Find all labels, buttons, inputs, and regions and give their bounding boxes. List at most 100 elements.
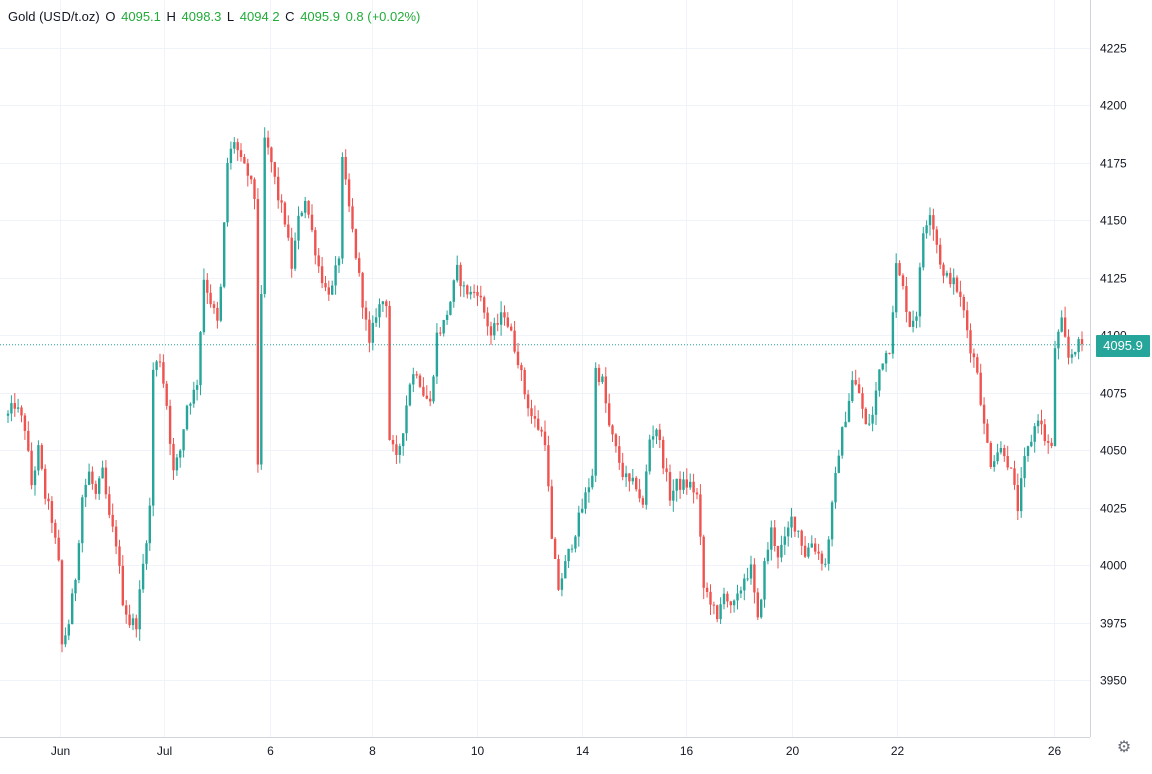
candle-body bbox=[631, 477, 634, 482]
candle-body bbox=[185, 405, 189, 430]
grid-layer bbox=[0, 0, 1090, 737]
candle-body bbox=[297, 215, 300, 241]
candle-body bbox=[736, 593, 739, 601]
candle-body bbox=[685, 479, 688, 488]
candle-body bbox=[425, 395, 428, 399]
candle-body bbox=[966, 310, 969, 331]
candle-body bbox=[486, 312, 489, 327]
candle-body bbox=[77, 543, 81, 580]
candle-body bbox=[790, 516, 793, 528]
candle-body bbox=[314, 230, 317, 256]
candle-body bbox=[202, 279, 206, 333]
candle-body bbox=[74, 580, 77, 594]
candle-body bbox=[1074, 352, 1077, 355]
candle-body bbox=[442, 320, 445, 334]
candle-body bbox=[692, 481, 695, 493]
candle-body bbox=[604, 376, 607, 404]
candle-body bbox=[776, 546, 780, 558]
last-price-tag: 4095.9 bbox=[1096, 335, 1150, 357]
candle-body bbox=[986, 423, 989, 443]
y-tick-label: 4075 bbox=[1100, 387, 1127, 401]
candle-body bbox=[378, 304, 381, 318]
candle-body bbox=[1020, 478, 1023, 512]
candle-body bbox=[719, 604, 722, 620]
candle-body bbox=[114, 526, 118, 547]
candle-body bbox=[1009, 467, 1013, 469]
candle-body bbox=[152, 369, 155, 506]
legend-close-label: C bbox=[285, 9, 295, 24]
candle-body bbox=[864, 408, 867, 425]
candle-body bbox=[337, 258, 341, 266]
candle-body bbox=[6, 413, 10, 416]
candle-body bbox=[479, 295, 482, 298]
candle-body bbox=[993, 461, 996, 467]
candle-body bbox=[290, 237, 293, 269]
candle-body bbox=[807, 547, 810, 557]
candle-body bbox=[395, 444, 398, 455]
candle-body bbox=[1033, 426, 1036, 442]
candle-body bbox=[371, 322, 374, 343]
candle-body bbox=[324, 283, 327, 288]
candle-body bbox=[655, 429, 658, 437]
candle-body bbox=[162, 362, 165, 384]
candle-body bbox=[996, 452, 999, 462]
candle-body bbox=[10, 403, 13, 414]
x-tick-label: 8 bbox=[369, 744, 376, 758]
candle-body bbox=[726, 593, 729, 602]
candle-body bbox=[523, 370, 526, 395]
candle-body bbox=[111, 514, 114, 527]
candle-body bbox=[1063, 317, 1067, 337]
candle-body bbox=[624, 473, 628, 478]
candle-body bbox=[300, 212, 303, 216]
y-tick-label: 4025 bbox=[1100, 502, 1127, 516]
candle-body bbox=[148, 505, 151, 544]
candle-body bbox=[716, 605, 719, 620]
candle-body bbox=[496, 323, 499, 325]
candle-body bbox=[16, 407, 20, 409]
candle-body bbox=[895, 263, 898, 313]
candle-body bbox=[57, 537, 60, 561]
candle-body bbox=[168, 405, 172, 444]
candle-body bbox=[729, 601, 732, 606]
candle-body bbox=[216, 307, 219, 321]
candle-body bbox=[857, 384, 861, 394]
candle-body bbox=[192, 389, 195, 404]
candle-body bbox=[557, 559, 560, 590]
candle-body bbox=[814, 543, 817, 552]
candle-body bbox=[766, 549, 770, 562]
candle-body bbox=[597, 367, 601, 382]
candle-body bbox=[175, 457, 179, 471]
y-tick-label: 3950 bbox=[1100, 674, 1127, 688]
candle-body bbox=[959, 291, 962, 297]
candle-body bbox=[462, 285, 466, 287]
candle-body bbox=[682, 479, 685, 490]
candle-body bbox=[678, 478, 682, 490]
candle-body bbox=[283, 202, 287, 225]
candle-body bbox=[513, 330, 516, 352]
candle-body bbox=[689, 481, 692, 488]
chart-legend: Gold (USD/t.oz) O 4095.1 H 4098.3 L 4094… bbox=[8, 9, 422, 24]
candle-body bbox=[675, 478, 678, 491]
candle-body bbox=[587, 487, 591, 493]
candle-body bbox=[668, 472, 672, 501]
candle-body bbox=[672, 490, 675, 501]
candle-body bbox=[803, 545, 807, 557]
candle-body bbox=[1053, 348, 1057, 446]
y-tick-label: 4200 bbox=[1100, 99, 1127, 113]
candle-body bbox=[483, 297, 486, 313]
gear-icon[interactable]: ⚙ bbox=[1116, 739, 1132, 756]
candle-body bbox=[530, 408, 533, 417]
y-tick-label: 4175 bbox=[1100, 157, 1127, 171]
candle-body bbox=[1016, 485, 1019, 512]
candle-body bbox=[449, 301, 452, 315]
candle-body bbox=[641, 498, 645, 505]
candle-body bbox=[405, 405, 408, 434]
x-tick-label: 6 bbox=[267, 744, 274, 758]
candle-body bbox=[608, 403, 611, 426]
candle-body bbox=[1013, 468, 1016, 485]
candle-body bbox=[20, 407, 23, 416]
candle-body bbox=[304, 200, 307, 213]
candle-body bbox=[658, 429, 661, 440]
candle-body bbox=[317, 255, 320, 267]
